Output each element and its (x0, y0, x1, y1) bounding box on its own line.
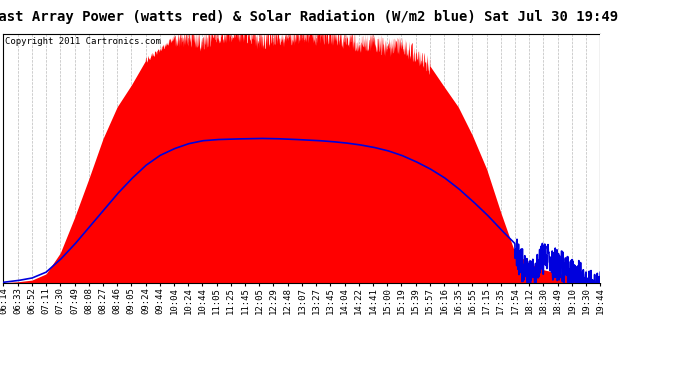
Text: Copyright 2011 Cartronics.com: Copyright 2011 Cartronics.com (5, 38, 161, 46)
Text: East Array Power (watts red) & Solar Radiation (W/m2 blue) Sat Jul 30 19:49: East Array Power (watts red) & Solar Rad… (0, 9, 618, 24)
